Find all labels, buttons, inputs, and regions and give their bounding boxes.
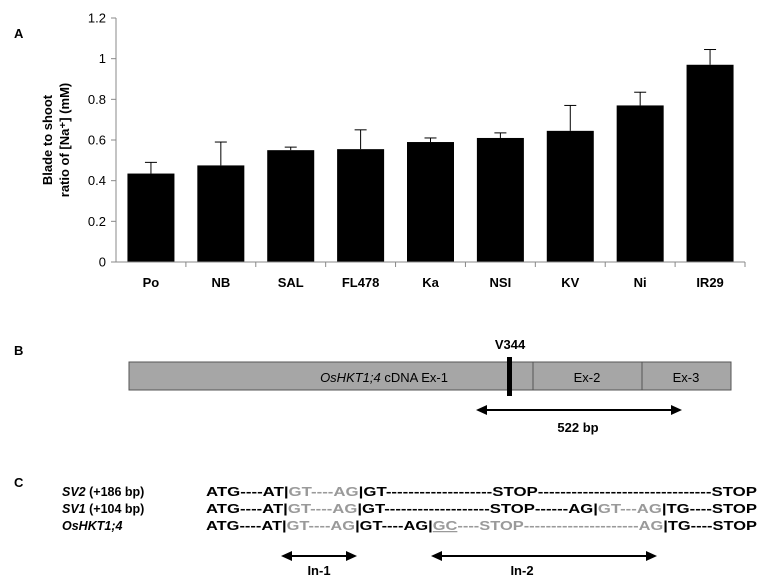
panel-label-b: B: [14, 343, 23, 358]
intron-2-arrow-right: [646, 551, 657, 561]
bars: [127, 64, 734, 263]
bar-nb: [197, 165, 245, 262]
intron-markers: In-1 In-2: [281, 551, 657, 577]
bar-nsi: [476, 137, 524, 262]
x-axis-categories: Po NB SAL FL478 Ka NSI KV Ni IR29: [143, 262, 746, 290]
error-bars: [144, 49, 717, 174]
variant-name: SV2 (+186 bp): [62, 485, 144, 499]
exon-1-label: OsHKT1;4 cDNA Ex-1: [320, 370, 448, 385]
variant-sequence: ATG----AT| GT----AG |GT----AG| GC ----STOP--…: [206, 519, 757, 533]
intron-2-label: In-2: [510, 563, 533, 577]
x-category-label: SAL: [278, 275, 304, 290]
exon-2-label: Ex-2: [574, 370, 601, 385]
x-category-label: FL478: [342, 275, 380, 290]
x-category-label: Ni: [634, 275, 647, 290]
bar-fl478: [337, 149, 385, 262]
intron-1-arrow-left: [281, 551, 292, 561]
intron-2-arrow-left: [431, 551, 442, 561]
y-tick-label: 0.2: [88, 214, 106, 229]
panel-label-a: A: [14, 26, 24, 41]
exon-3-label: Ex-3: [673, 370, 700, 385]
bar-sal: [267, 150, 315, 262]
bar-kv: [546, 130, 594, 262]
variant-sequence: ATG----AT| GT----AG |GT-------------------…: [206, 502, 757, 516]
y-tick-label: 0.6: [88, 133, 106, 148]
bar-ir29: [686, 64, 734, 263]
fragment-arrow-right: [671, 405, 682, 415]
x-category-label: Ka: [422, 275, 439, 290]
x-category-label: NB: [211, 275, 230, 290]
exon-box: [128, 361, 732, 391]
fragment-size-label: 522 bp: [557, 420, 598, 435]
v344-label: V344: [495, 337, 526, 352]
bar-chart: Blade to shoot ratio of [Na⁺] (mM) 00.20…: [40, 11, 746, 290]
x-category-label: IR29: [696, 275, 723, 290]
x-category-label: Po: [143, 275, 160, 290]
y-tick-label: 1: [99, 51, 106, 66]
panel-label-c: C: [14, 475, 24, 490]
x-category-label: NSI: [490, 275, 512, 290]
variant-sequence: ATG----AT| GT----AG |GT-------------------…: [206, 485, 757, 499]
fragment-arrow-left: [476, 405, 487, 415]
y-axis-label-line2: ratio of [Na⁺] (mM): [57, 83, 72, 197]
y-axis-label-line1: Blade to shoot: [40, 94, 55, 185]
gene-map: OsHKT1;4 cDNA Ex-1 Ex-2 Ex-3 V344 522 bp: [128, 337, 732, 435]
intron-1-arrow-right: [346, 551, 357, 561]
y-tick-label: 0.8: [88, 92, 106, 107]
variant-name: OsHKT1;4: [62, 519, 122, 533]
x-category-label: KV: [561, 275, 579, 290]
bar-po: [127, 173, 175, 262]
y-tick-label: 0: [99, 255, 106, 270]
bar-ni: [616, 105, 664, 262]
splice-variants: SV2 (+186 bp) ATG----AT| GT----AG |GT------…: [62, 485, 757, 533]
y-tick-label: 1.2: [88, 11, 106, 26]
v344-site-marker: [507, 357, 512, 396]
intron-1-label: In-1: [307, 563, 330, 577]
variant-name: SV1 (+104 bp): [62, 502, 144, 516]
bar-ka: [407, 142, 454, 262]
y-tick-label: 0.4: [88, 173, 106, 188]
y-axis-ticks: 0 0.2 0.4 0.6 0.8 1 1.2: [88, 11, 116, 270]
